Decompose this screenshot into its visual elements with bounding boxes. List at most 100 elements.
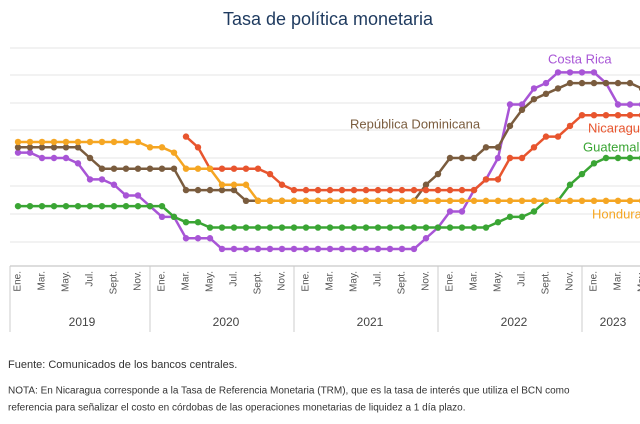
point <box>38 138 46 146</box>
point <box>302 224 310 231</box>
point <box>314 245 322 253</box>
point <box>326 245 334 253</box>
x-tick-label: Sept. <box>109 271 120 294</box>
point <box>50 144 58 151</box>
point <box>398 224 406 231</box>
point <box>74 144 82 151</box>
point <box>602 197 610 204</box>
point <box>278 245 286 253</box>
year-label: 2022 <box>501 315 528 329</box>
note: NOTA: En Nicaragua corresponde a la Tasa… <box>8 386 570 397</box>
point <box>518 213 526 221</box>
point <box>566 79 574 87</box>
point <box>266 170 274 178</box>
point <box>542 90 550 98</box>
point <box>74 202 82 210</box>
point <box>158 144 166 151</box>
point <box>554 69 562 76</box>
point <box>194 186 202 194</box>
point <box>242 165 250 172</box>
point <box>362 197 370 204</box>
series-label: Honduras <box>592 206 640 221</box>
point <box>314 224 322 231</box>
point <box>194 144 202 151</box>
point <box>518 106 526 114</box>
point <box>554 85 562 92</box>
point <box>506 197 514 204</box>
point <box>218 165 226 172</box>
note: referencia para señalizar el costo en có… <box>8 403 466 414</box>
point <box>266 197 274 204</box>
point <box>626 101 634 108</box>
point <box>206 224 214 231</box>
point <box>410 197 418 204</box>
point <box>386 245 394 253</box>
point <box>98 202 106 210</box>
series-label: Guatemala <box>583 139 640 154</box>
point <box>122 202 130 210</box>
point <box>230 224 238 231</box>
point <box>98 138 106 146</box>
point <box>422 235 430 242</box>
point <box>566 122 574 130</box>
point <box>170 165 178 172</box>
point <box>398 245 406 253</box>
point <box>194 165 202 172</box>
x-tick-label: Sept. <box>397 271 408 294</box>
point <box>230 165 238 172</box>
point <box>14 138 22 146</box>
point <box>134 165 142 172</box>
point <box>50 138 58 146</box>
point <box>86 176 94 183</box>
point <box>290 224 298 231</box>
point <box>158 165 166 172</box>
point <box>350 245 358 253</box>
point <box>530 85 538 92</box>
point <box>50 202 58 210</box>
point <box>206 235 214 242</box>
point <box>518 197 526 204</box>
point <box>410 245 418 253</box>
point <box>230 181 238 188</box>
point <box>566 181 574 188</box>
point <box>446 197 454 204</box>
x-tick-label: Mar. <box>469 271 480 290</box>
point <box>554 197 562 204</box>
point <box>614 154 622 162</box>
x-tick-label: Ene. <box>589 271 600 292</box>
point <box>458 186 466 194</box>
point <box>578 69 586 76</box>
point <box>134 202 142 210</box>
point <box>302 186 310 194</box>
point <box>374 186 382 194</box>
point <box>146 144 154 151</box>
x-tick-label: Ene. <box>445 271 456 292</box>
point <box>434 224 442 231</box>
point <box>134 138 142 146</box>
point <box>110 181 118 188</box>
point <box>50 154 58 162</box>
point <box>338 224 346 231</box>
point <box>218 224 226 231</box>
series <box>14 154 640 231</box>
point <box>542 133 550 140</box>
point <box>26 149 34 156</box>
point <box>182 219 190 226</box>
point <box>494 219 502 226</box>
point <box>470 154 478 162</box>
x-tick-label: May. <box>493 271 504 292</box>
point <box>470 197 478 204</box>
year-label: 2019 <box>69 315 96 329</box>
point <box>218 186 226 194</box>
point <box>590 197 598 204</box>
point <box>458 224 466 231</box>
point <box>422 197 430 204</box>
point <box>146 165 154 172</box>
point <box>302 245 310 253</box>
point <box>62 138 70 146</box>
x-tick-label: Ene. <box>301 271 312 292</box>
x-tick-label: Mar. <box>181 271 192 290</box>
point <box>422 181 430 188</box>
point <box>194 219 202 226</box>
x-tick-label: Nov. <box>421 271 432 291</box>
